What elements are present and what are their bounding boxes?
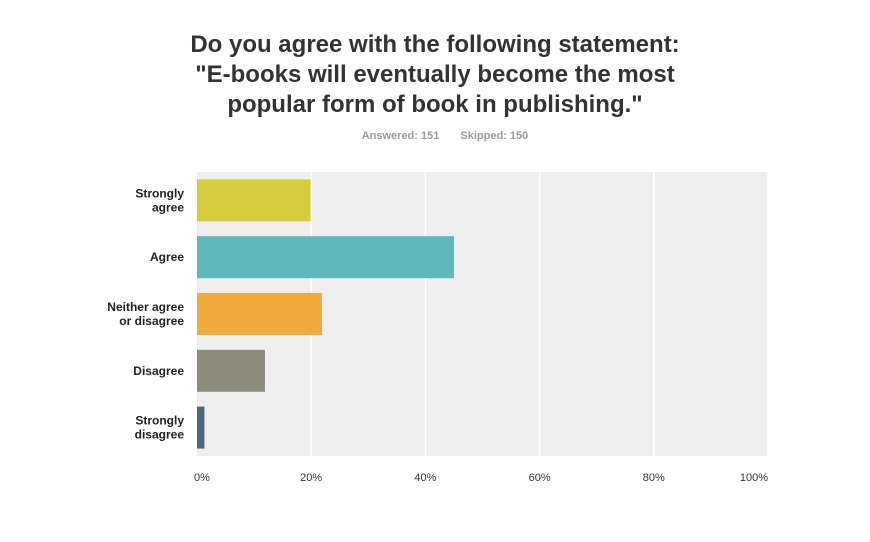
category-label: Strongly disagree bbox=[135, 414, 185, 442]
category-label: Neither agree or disagree bbox=[107, 300, 184, 328]
category-label-line: agree bbox=[152, 200, 184, 214]
x-tick-label: 0% bbox=[194, 472, 210, 484]
bar bbox=[197, 179, 311, 222]
grid-lines bbox=[310, 172, 769, 456]
category-label: Disagree bbox=[133, 364, 184, 378]
chart-title-line-2: "E-books will eventually become the most bbox=[195, 61, 675, 88]
x-tick-label: 80% bbox=[643, 472, 665, 484]
category-label-line: Strongly bbox=[135, 414, 184, 428]
x-tick-label: 40% bbox=[414, 472, 436, 484]
category-label-line: Strongly bbox=[135, 186, 184, 200]
category-label: Agree bbox=[150, 250, 184, 264]
category-label-line: disagree bbox=[135, 428, 185, 442]
bar bbox=[197, 236, 454, 279]
chart-title-line-3: popular form of book in publishing." bbox=[227, 91, 643, 118]
bar bbox=[197, 349, 265, 392]
response-stats: Answered: 151 Skipped: 150 bbox=[0, 130, 870, 142]
x-tick-label: 100% bbox=[740, 472, 768, 484]
category-label-line: or disagree bbox=[119, 314, 184, 328]
chart-title-line-1: Do you agree with the following statemen… bbox=[190, 31, 680, 58]
category-label: Strongly agree bbox=[135, 186, 184, 214]
x-tick-label: 20% bbox=[300, 472, 322, 484]
category-label-line: Agree bbox=[150, 250, 184, 264]
bar bbox=[197, 406, 205, 449]
chart-title: Do you agree with the following statemen… bbox=[0, 30, 870, 120]
skipped-count: Skipped: 150 bbox=[460, 130, 529, 142]
category-label-line: Neither agree bbox=[107, 300, 184, 314]
x-axis-tick-labels: 0% 20% 40% 60% 80% 100% bbox=[194, 472, 768, 484]
bars bbox=[197, 179, 454, 449]
x-tick-label: 60% bbox=[529, 472, 551, 484]
category-label-line: Disagree bbox=[133, 364, 184, 378]
bar bbox=[197, 293, 323, 335]
answered-count: Answered: 151 bbox=[361, 130, 440, 142]
